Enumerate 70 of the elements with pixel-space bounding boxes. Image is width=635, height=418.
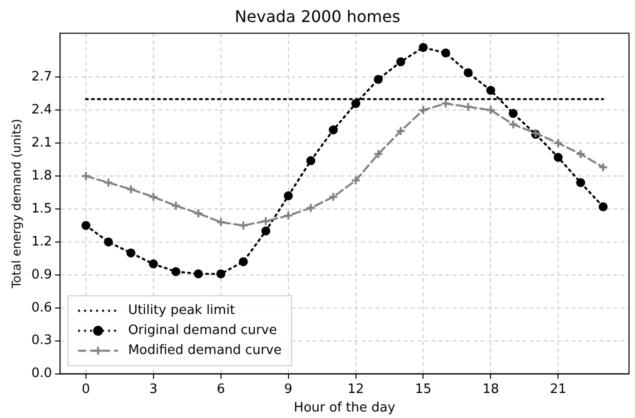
point (238, 257, 248, 266)
point (508, 119, 518, 130)
point (148, 192, 158, 202)
legend-label: Original demand curve (128, 323, 278, 338)
point (193, 208, 204, 218)
point (396, 57, 406, 66)
y-tick-label: 2.7 (31, 70, 52, 85)
point (440, 98, 451, 109)
chart-title: Nevada 2000 homes (234, 6, 400, 26)
y-tick-label: 0.0 (31, 366, 52, 382)
point (126, 184, 136, 194)
point (351, 99, 360, 108)
point (441, 48, 450, 58)
point (463, 102, 474, 112)
point (238, 220, 248, 230)
x-tick-label: 21 (550, 382, 566, 397)
point (170, 200, 181, 211)
point (194, 269, 203, 278)
x-tick-label: 0 (82, 382, 90, 397)
x-tick-label: 12 (348, 382, 364, 397)
x-axis-title: Hour of the day (294, 400, 396, 416)
point (283, 210, 294, 221)
point (328, 192, 338, 202)
x-tick-label: 6 (216, 382, 225, 397)
legend-label: Modified demand curve (128, 343, 282, 358)
point (103, 178, 114, 188)
point (216, 269, 226, 278)
point (576, 149, 586, 160)
y-tick-label: 0.3 (31, 333, 52, 348)
point (598, 202, 608, 212)
y-tick-label: 0.9 (31, 267, 52, 282)
y-tick-label: 2.4 (31, 102, 52, 118)
point (508, 108, 518, 118)
point (350, 175, 361, 186)
point (104, 237, 113, 246)
x-tick-label: 15 (414, 382, 432, 397)
point (306, 202, 316, 213)
x-tick-label: 18 (482, 382, 499, 397)
point (81, 220, 90, 230)
point (80, 171, 91, 182)
y-tick-label: 1.5 (31, 201, 52, 216)
point (486, 86, 496, 95)
y-tick-label: 0.6 (31, 300, 52, 316)
point (260, 216, 271, 226)
point (396, 126, 406, 136)
point (148, 259, 158, 268)
point (418, 42, 428, 52)
x-tick-label: 3 (149, 382, 158, 397)
point (261, 226, 270, 236)
point (554, 152, 563, 162)
y-axis-title: Total energy demand (units) (9, 118, 24, 290)
point (418, 105, 428, 116)
point (126, 248, 136, 258)
point (284, 191, 293, 200)
x-tick-label: 9 (284, 382, 292, 397)
legend-label: Utility peak limit (128, 303, 235, 318)
point (464, 68, 473, 78)
point (553, 138, 564, 148)
y-tick-label: 1.8 (31, 168, 52, 184)
point (306, 156, 316, 166)
point (216, 217, 226, 228)
y-tick-label: 2.1 (31, 135, 52, 150)
y-tick-label: 1.2 (31, 234, 52, 250)
point (598, 162, 608, 172)
point (171, 267, 180, 276)
point (328, 125, 338, 134)
point (576, 178, 586, 188)
point (373, 149, 384, 160)
point (486, 105, 496, 116)
point (374, 74, 383, 84)
